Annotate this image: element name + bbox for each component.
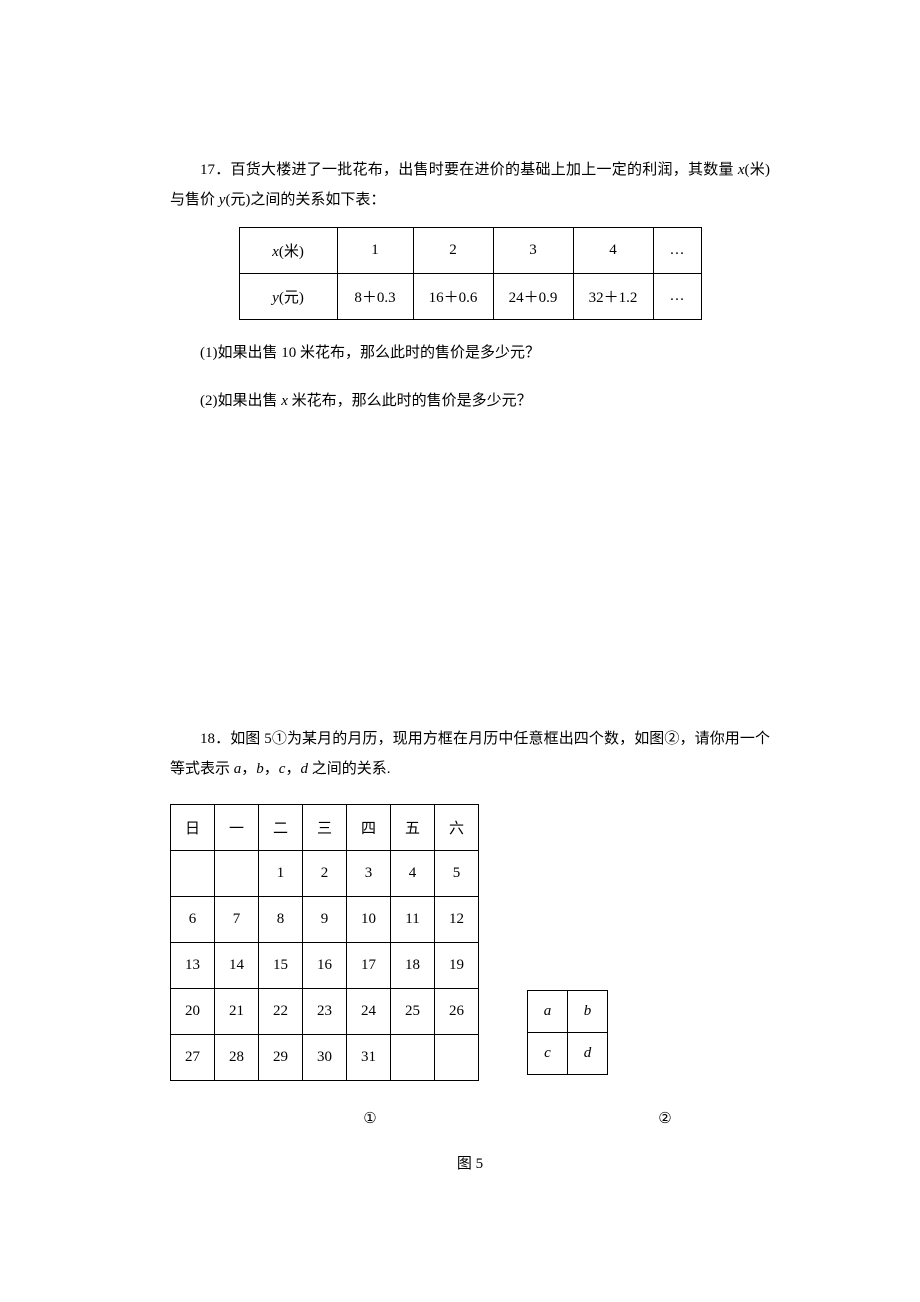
cell: 32＋1.2 <box>573 274 653 320</box>
cell: 三 <box>303 805 347 851</box>
q17-intro-c: (元)之间的关系如下表： <box>225 192 385 208</box>
table-row: 20 21 22 23 24 25 26 <box>171 989 479 1035</box>
table-row: c d <box>528 1033 608 1075</box>
cell: 18 <box>391 943 435 989</box>
cell: x(米) <box>239 228 337 274</box>
cell: 四 <box>347 805 391 851</box>
cell: 28 <box>215 1035 259 1081</box>
q17-sub2-x: x <box>281 393 288 409</box>
cell: 21 <box>215 989 259 1035</box>
cell: 16＋0.6 <box>413 274 493 320</box>
cell: 4 <box>391 851 435 897</box>
cell: 16 <box>303 943 347 989</box>
cell: 8 <box>259 897 303 943</box>
t: x <box>272 244 279 260</box>
q17-sub2-a: (2)如果出售 <box>200 393 281 409</box>
table-row: 27 28 29 30 31 <box>171 1035 479 1081</box>
cell: 22 <box>259 989 303 1035</box>
q18-d: d <box>300 761 308 777</box>
cell: y(元) <box>239 274 337 320</box>
cell: 29 <box>259 1035 303 1081</box>
figure-caption: 图 5 <box>170 1152 770 1173</box>
cell <box>435 1035 479 1081</box>
cell: 2 <box>303 851 347 897</box>
q17-sub2: (2)如果出售 x 米花布，那么此时的售价是多少元？ <box>170 386 770 416</box>
cell: 3 <box>347 851 391 897</box>
cell: 15 <box>259 943 303 989</box>
cell: a <box>528 991 568 1033</box>
cell: c <box>528 1033 568 1075</box>
spacer <box>170 424 770 724</box>
cell: 24 <box>347 989 391 1035</box>
cell: 9 <box>303 897 347 943</box>
cell: 二 <box>259 805 303 851</box>
cell: d <box>568 1033 608 1075</box>
q18-b: b <box>256 761 264 777</box>
q17-sub1: (1)如果出售 10 米花布，那么此时的售价是多少元？ <box>170 338 770 368</box>
t: (元) <box>279 290 304 306</box>
q17-intro-a: 17．百货大楼进了一批花布，出售时要在进价的基础上加上一定的利润，其数量 <box>200 162 738 178</box>
cell: 19 <box>435 943 479 989</box>
cell: b <box>568 991 608 1033</box>
label-1: ① <box>210 1109 530 1128</box>
cell: 27 <box>171 1035 215 1081</box>
q18-sep: ， <box>241 761 256 777</box>
small-box-table: a b c d <box>527 990 608 1075</box>
table-row: 6 7 8 9 10 11 12 <box>171 897 479 943</box>
cell: 3 <box>493 228 573 274</box>
cell: 13 <box>171 943 215 989</box>
cell: 14 <box>215 943 259 989</box>
cell: 8＋0.3 <box>337 274 413 320</box>
table-row: 13 14 15 16 17 18 19 <box>171 943 479 989</box>
cell: 30 <box>303 1035 347 1081</box>
cell: 6 <box>171 897 215 943</box>
cell: 11 <box>391 897 435 943</box>
q17-table: x(米) 1 2 3 4 … y(元) 8＋0.3 16＋0.6 24＋0.9 … <box>239 227 702 320</box>
cell: 31 <box>347 1035 391 1081</box>
table-row: a b <box>528 991 608 1033</box>
cell: … <box>653 228 701 274</box>
q18-intro: 18．如图 5①为某月的月历，现用方框在月历中任意框出四个数，如图②，请你用一个… <box>170 724 770 784</box>
label-2: ② <box>590 1109 740 1128</box>
cell: 17 <box>347 943 391 989</box>
table-row: 1 2 3 4 5 <box>171 851 479 897</box>
cell: … <box>653 274 701 320</box>
q18-intro-e: 之间的关系. <box>308 761 391 777</box>
sub-labels: ① ② <box>170 1109 770 1128</box>
cell: 4 <box>573 228 653 274</box>
cell: 24＋0.9 <box>493 274 573 320</box>
cell: 五 <box>391 805 435 851</box>
cell: 1 <box>259 851 303 897</box>
q17-intro: 17．百货大楼进了一批花布，出售时要在进价的基础上加上一定的利润，其数量 x(米… <box>170 155 770 215</box>
cell: 23 <box>303 989 347 1035</box>
cell: 26 <box>435 989 479 1035</box>
cell <box>215 851 259 897</box>
table-row: x(米) 1 2 3 4 … <box>239 228 701 274</box>
cell: 2 <box>413 228 493 274</box>
q17-sub2-b: 米花布，那么此时的售价是多少元？ <box>288 393 532 409</box>
cell: 25 <box>391 989 435 1035</box>
cell: 7 <box>215 897 259 943</box>
table-row: y(元) 8＋0.3 16＋0.6 24＋0.9 32＋1.2 … <box>239 274 701 320</box>
cell <box>171 851 215 897</box>
q18-sep: ， <box>264 761 279 777</box>
cell: 20 <box>171 989 215 1035</box>
q18-sep: ， <box>285 761 300 777</box>
calendar-table: 日 一 二 三 四 五 六 1 2 3 4 5 6 7 8 9 <box>170 804 479 1081</box>
cell: 六 <box>435 805 479 851</box>
cell: 10 <box>347 897 391 943</box>
cell: 一 <box>215 805 259 851</box>
cell: 12 <box>435 897 479 943</box>
cell <box>391 1035 435 1081</box>
cell: 日 <box>171 805 215 851</box>
cell: 1 <box>337 228 413 274</box>
t: y <box>272 290 279 306</box>
page: 17．百货大楼进了一批花布，出售时要在进价的基础上加上一定的利润，其数量 x(米… <box>0 0 920 1253</box>
t: (米) <box>279 244 304 260</box>
figure-wrap: 日 一 二 三 四 五 六 1 2 3 4 5 6 7 8 9 <box>170 792 770 1081</box>
cell: 5 <box>435 851 479 897</box>
table-row: 日 一 二 三 四 五 六 <box>171 805 479 851</box>
